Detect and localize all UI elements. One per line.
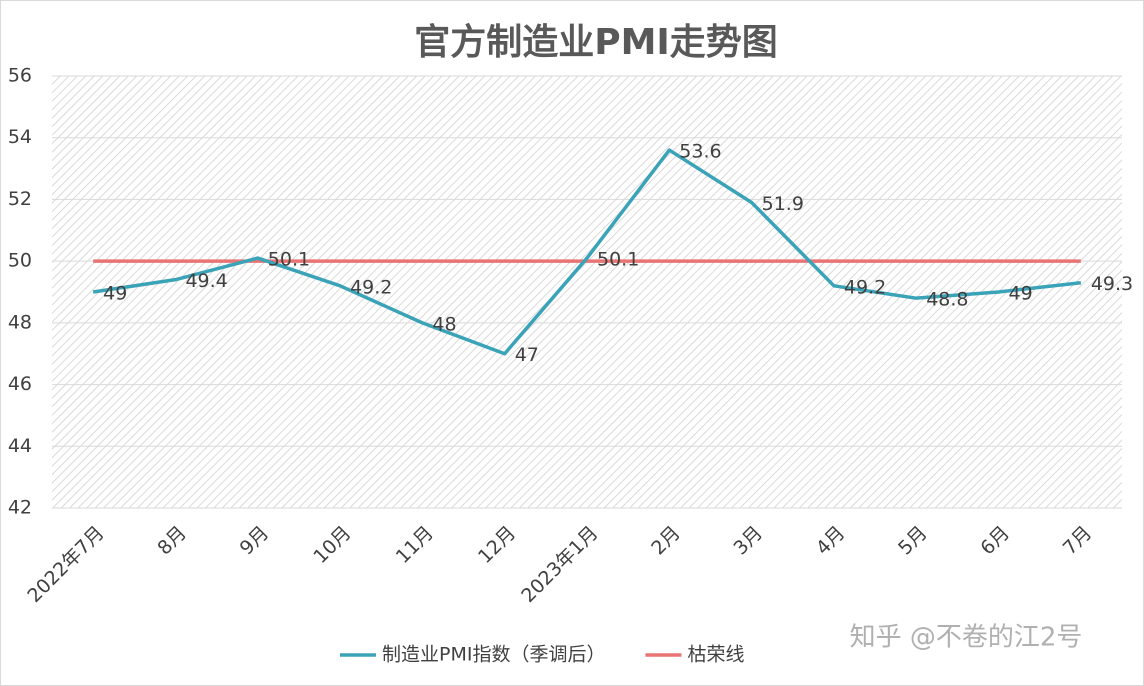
y-tick-label: 46 bbox=[8, 373, 32, 395]
y-tick-label: 48 bbox=[8, 311, 32, 333]
plot-area bbox=[52, 76, 1122, 508]
data-label: 50.1 bbox=[268, 249, 310, 271]
data-label: 50.1 bbox=[597, 249, 639, 271]
data-label: 49.3 bbox=[1091, 273, 1133, 295]
data-label: 49 bbox=[103, 283, 127, 305]
data-label: 49 bbox=[1009, 283, 1033, 305]
data-label: 53.6 bbox=[679, 141, 721, 163]
data-label: 49.2 bbox=[350, 276, 392, 298]
data-label: 48.8 bbox=[926, 289, 968, 311]
y-tick-label: 54 bbox=[8, 126, 32, 148]
data-label: 51.9 bbox=[762, 193, 804, 215]
y-tick-label: 44 bbox=[8, 435, 32, 457]
series-line bbox=[92, 148, 1082, 356]
data-label: 49.4 bbox=[185, 270, 227, 292]
chart-title: 官方制造业PMI走势图 bbox=[414, 22, 778, 63]
legend-label: 枯荣线 bbox=[687, 644, 744, 666]
y-tick-label: 52 bbox=[8, 188, 32, 210]
watermark: 知乎 @不卷的江2号 bbox=[850, 623, 1083, 653]
y-tick-label: 42 bbox=[8, 497, 32, 519]
data-label: 47 bbox=[515, 344, 539, 366]
legend-label: 制造业PMI指数（季调后） bbox=[382, 644, 605, 666]
y-tick-label: 50 bbox=[8, 250, 32, 272]
data-label: 48 bbox=[432, 313, 456, 335]
y-tick-label: 56 bbox=[8, 65, 32, 87]
data-label: 49.2 bbox=[844, 276, 886, 298]
